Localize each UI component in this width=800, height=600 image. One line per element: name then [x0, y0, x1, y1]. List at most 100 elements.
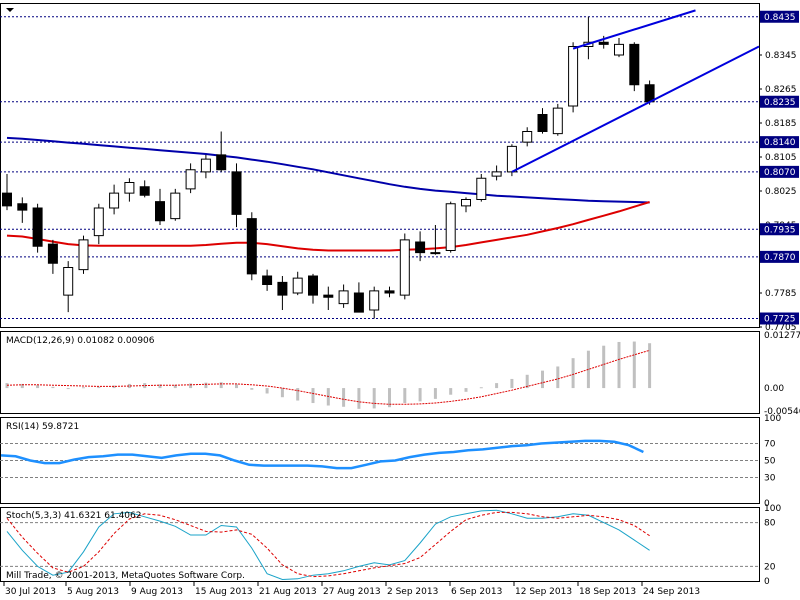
bear-candle	[17, 203, 28, 211]
macd-bar	[82, 387, 85, 389]
price-tick-label: 0.8025	[765, 187, 797, 197]
price-level-label: 0.8070	[764, 168, 796, 178]
trend-channel	[511, 9, 760, 173]
macd-bar	[357, 388, 361, 409]
bear-candle	[155, 201, 165, 222]
macd-bar	[571, 358, 575, 389]
macd-signal-line	[6, 349, 650, 405]
time-tick-label: 24 Sep 2013	[643, 587, 700, 597]
stoch-axis-ticks: 100 80 20 0	[764, 504, 781, 587]
bear-candle	[2, 192, 12, 207]
macd-bar	[418, 388, 422, 402]
price-level-label: 0.8140	[764, 138, 796, 148]
trend-line	[572, 9, 696, 50]
bull-candle	[109, 192, 120, 209]
macd-bar	[525, 374, 529, 389]
price-level-label: 0.7725	[764, 315, 796, 325]
bull-candle	[568, 46, 579, 107]
price-level-tag	[760, 223, 799, 236]
bull-candle	[476, 177, 487, 200]
moving-averages	[6, 136, 650, 252]
price-tick-label: 0.8265	[765, 85, 797, 95]
bull-candle	[614, 43, 624, 56]
macd-bar	[20, 383, 24, 389]
bull-candle	[491, 171, 502, 177]
macd-bar	[495, 383, 499, 389]
time-tick-label: 12 Sep 2013	[515, 587, 572, 597]
macd-tick-label: 0.01277	[764, 331, 800, 341]
macd-bar	[342, 388, 346, 407]
price-level-tag	[760, 95, 799, 108]
time-axis: 30 Jul 2013 5 Aug 2013 9 Aug 2013 15 Aug 20…	[3, 582, 700, 597]
macd-bar	[51, 386, 55, 389]
time-tick-label: 6 Sep 2013	[451, 587, 502, 597]
bear-candle	[629, 43, 640, 86]
macd-bar	[97, 386, 101, 389]
bull-candle	[338, 290, 349, 305]
price-level-label: 0.7935	[764, 225, 796, 235]
bull-candle	[430, 252, 441, 255]
macd-bar	[541, 370, 544, 389]
macd-bar	[112, 385, 116, 389]
stoch-tick-label: 100	[764, 504, 781, 514]
price-level-tag	[760, 165, 799, 178]
stoch-signal-line	[6, 511, 650, 578]
rsi-label: RSI(14) 59.8721	[6, 422, 79, 432]
bear-candle	[216, 154, 227, 171]
macd-tick-label: -0.00546	[764, 407, 800, 417]
stoch-tick-label: 20	[764, 562, 776, 572]
macd-bar	[280, 388, 284, 398]
bear-candle	[32, 207, 43, 247]
macd-bar	[235, 384, 238, 389]
price-level-tag	[760, 136, 799, 149]
macd-bar	[510, 378, 514, 389]
rsi-tick-label: 0	[764, 499, 770, 509]
price-pane-frame	[0, 3, 760, 328]
macd-bar	[127, 383, 131, 389]
price-tick-label: 0.8105	[765, 153, 797, 163]
bull-candle	[399, 239, 410, 296]
price-level-label: 0.8235	[764, 98, 796, 108]
bear-candle	[139, 186, 150, 196]
macd-bar	[372, 388, 376, 409]
rsi-pane: RSI(14) 59.8721 100 70 50 30 0	[0, 414, 781, 509]
macd-bar	[66, 388, 70, 390]
rsi-tick-label: 70	[764, 440, 776, 450]
rsi-tick-label: 100	[764, 414, 781, 424]
macd-bar	[250, 388, 254, 390]
time-tick-label: 5 Aug 2013	[67, 587, 119, 597]
collapse-arrow-icon[interactable]	[6, 8, 14, 12]
rsi-line	[0, 439, 644, 470]
price-level-label: 0.7870	[764, 253, 796, 263]
macd-bar	[479, 387, 483, 389]
bear-candle	[598, 41, 609, 45]
watermark: Mill Trade, © 2001-2013, MetaQuotes Soft…	[6, 571, 245, 581]
price-tick-label: 0.7705	[765, 323, 797, 333]
macd-bar	[602, 345, 606, 389]
bear-candle	[644, 84, 655, 103]
trend-line	[511, 45, 760, 173]
bull-candle	[124, 182, 135, 194]
time-tick-label: 2 Sep 2013	[387, 587, 438, 597]
macd-bar	[648, 343, 652, 389]
stoch-tick-label: 0	[764, 577, 770, 587]
rsi-tick-label: 50	[764, 457, 776, 467]
bear-candle	[277, 281, 288, 296]
price-level-tag	[760, 250, 799, 263]
price-axis-ticks: 0.83450.82650.81850.81050.80250.79450.78…	[759, 51, 797, 333]
bull-candle	[170, 192, 181, 220]
bull-candle	[200, 158, 211, 173]
macd-bar	[449, 388, 453, 395]
bear-candle	[308, 275, 318, 296]
macd-pane: MACD(12,26,9) 0.01082 0.00906 0.012770.0…	[0, 331, 800, 417]
bull-candle	[78, 239, 89, 271]
stoch-tick-label: 80	[764, 519, 776, 529]
time-tick-label: 21 Aug 2013	[259, 587, 317, 597]
ma-fast-line	[6, 201, 650, 252]
macd-bar	[158, 384, 162, 389]
macd-bar	[433, 388, 437, 399]
bear-candle	[353, 292, 364, 313]
macd-label: MACD(12,26,9) 0.01082 0.00906	[6, 336, 155, 346]
bull-candle	[522, 131, 533, 143]
macd-bar	[464, 388, 468, 392]
